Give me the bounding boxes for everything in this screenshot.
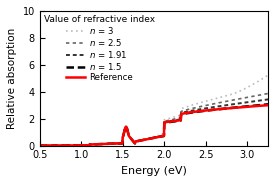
X-axis label: Energy (eV): Energy (eV) [121,166,187,176]
Y-axis label: Relative absorption: Relative absorption [7,28,17,129]
Legend: $n$ = 3, $n$ = 2.5, $n$ = 1.91, $n$ = 1.5, Reference: $n$ = 3, $n$ = 2.5, $n$ = 1.91, $n$ = 1.… [42,14,157,84]
